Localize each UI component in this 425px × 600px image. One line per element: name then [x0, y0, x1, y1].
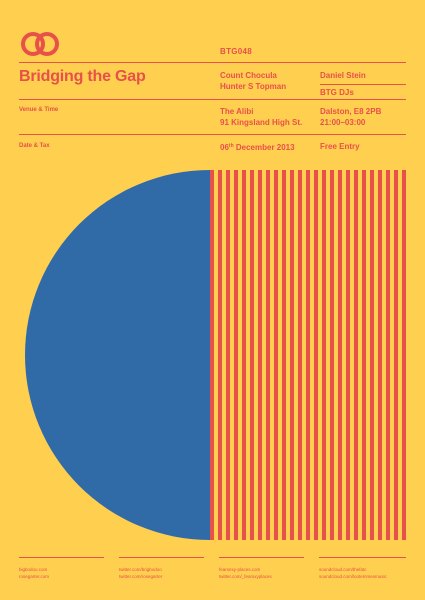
stripe — [226, 170, 230, 540]
stripe — [362, 170, 366, 540]
stripe — [314, 170, 318, 540]
footer-link[interactable]: fearsexy-places.com — [219, 567, 261, 572]
stripe — [338, 170, 342, 540]
stripe — [394, 170, 398, 540]
artist-name: Daniel Stein — [320, 71, 366, 80]
stripe — [266, 170, 270, 540]
stripe — [378, 170, 382, 540]
semicircle-shape — [25, 170, 210, 540]
stripe — [234, 170, 238, 540]
stripe — [290, 170, 294, 540]
venue-details: Dalston, E8 2PB 21:00–03:00 — [320, 106, 381, 128]
entry-price: Free Entry — [320, 142, 360, 151]
venue-address: 91 Kingsland High St. — [220, 118, 303, 127]
footer-link[interactable]: soundcloud.com/thefatc — [319, 567, 367, 572]
stripe — [210, 170, 214, 540]
page-title: Bridging the Gap — [19, 68, 146, 85]
footer-col: bigbodoo.com rosegarter.com — [19, 566, 49, 580]
venue-name: The Alibi — [220, 107, 254, 116]
artists-col2: Daniel Stein BTG DJs — [320, 70, 406, 98]
venue-info: The Alibi 91 Kingsland High St. — [220, 106, 302, 128]
stripe — [354, 170, 358, 540]
artist-name: Hunter S Topman — [220, 82, 287, 91]
stripe — [242, 170, 246, 540]
stripe — [346, 170, 350, 540]
venue-area: Dalston, E8 2PB — [320, 107, 382, 116]
divider — [19, 557, 104, 558]
stripe — [330, 170, 334, 540]
stripe — [274, 170, 278, 540]
divider — [19, 99, 406, 100]
stripe-pattern — [210, 170, 406, 540]
divider — [219, 557, 304, 558]
footer-link[interactable]: twitter.com/_fearsxyplaces — [219, 574, 272, 579]
stripe — [386, 170, 390, 540]
stripe — [282, 170, 286, 540]
stripe — [298, 170, 302, 540]
stripe — [322, 170, 326, 540]
footer-col: twitter.com/brigbodoo twitter.com/rosega… — [119, 566, 162, 580]
stripe — [306, 170, 310, 540]
artists-col1: Count Chocula Hunter S Topman — [220, 70, 286, 92]
stripe — [258, 170, 262, 540]
stripe — [370, 170, 374, 540]
artwork-graphic — [25, 170, 406, 540]
divider — [119, 557, 204, 558]
date-label: Date & Tax — [19, 143, 50, 149]
divider — [319, 557, 406, 558]
divider — [19, 134, 406, 135]
stripe — [218, 170, 222, 540]
footer-col: soundcloud.com/thefatc soundcloud.com/lo… — [319, 566, 387, 580]
interlocking-circles-icon — [21, 32, 59, 56]
stripe — [402, 170, 406, 540]
event-code: BTG048 — [220, 47, 253, 56]
footer-link[interactable]: soundcloud.com/lootemmesmusic — [319, 574, 387, 579]
event-date: 06th December 2013 — [220, 143, 295, 152]
stripe — [250, 170, 254, 540]
footer-link[interactable]: twitter.com/rosegarter — [119, 574, 163, 579]
footer-link[interactable]: rosegarter.com — [19, 574, 50, 579]
artist-name: BTG DJs — [320, 88, 354, 97]
footer-link[interactable]: twitter.com/brigbodoo — [119, 567, 162, 572]
venue-label: Venue & Time — [19, 107, 59, 113]
divider — [320, 84, 406, 85]
footer-col: fearsexy-places.com twitter.com/_fearsxy… — [219, 566, 272, 580]
footer-link[interactable]: bigbodoo.com — [19, 567, 48, 572]
artist-name: Count Chocula — [220, 71, 277, 80]
divider — [19, 62, 406, 63]
venue-time: 21:00–03:00 — [320, 118, 366, 127]
